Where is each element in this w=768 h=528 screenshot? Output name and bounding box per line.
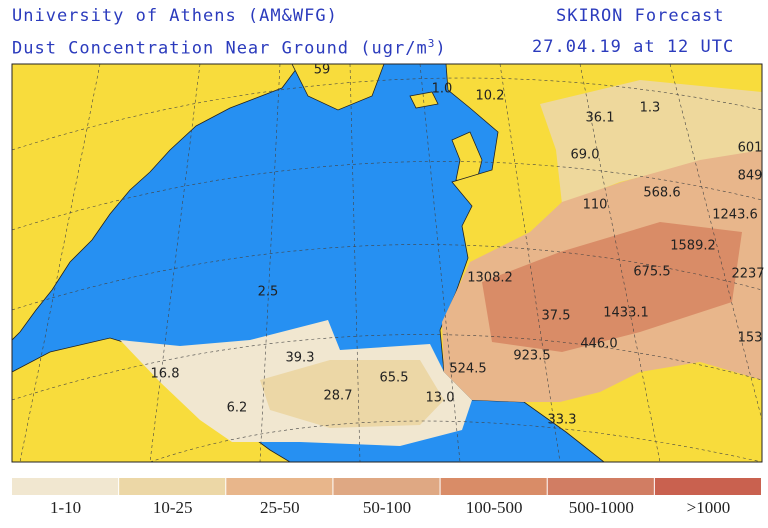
map-label: 13.0 bbox=[426, 391, 455, 406]
map-label: 1243.6 bbox=[712, 208, 758, 223]
legend: 1-10 10-25 25-50 50-100 100-500 500-1000 >1000 bbox=[12, 478, 761, 517]
subtitle-end: ) bbox=[435, 38, 447, 59]
dust-fields bbox=[120, 80, 762, 446]
map bbox=[12, 64, 762, 462]
map-label: 153 bbox=[738, 331, 763, 346]
map-label: 69.0 bbox=[571, 148, 600, 163]
map-label: 28.7 bbox=[324, 389, 353, 404]
graticule bbox=[12, 64, 762, 462]
map-label: 675.5 bbox=[633, 265, 670, 280]
map-label: 1433.1 bbox=[603, 306, 649, 321]
map-label: 39.3 bbox=[286, 351, 315, 366]
map-label: 1589.2 bbox=[670, 239, 716, 254]
north-america bbox=[12, 64, 301, 341]
map-label: 923.5 bbox=[513, 349, 550, 364]
map-label: 1.3 bbox=[640, 101, 661, 116]
legend-label: 1-10 bbox=[50, 498, 81, 517]
dust-core bbox=[482, 222, 742, 352]
greenland bbox=[291, 64, 385, 111]
map-label: 59 bbox=[314, 63, 331, 78]
subtitle-text: Dust Concentration Near Ground (ugr/m bbox=[12, 38, 428, 59]
map-border bbox=[11, 63, 763, 463]
iceland bbox=[409, 91, 439, 109]
superscript: 3 bbox=[427, 37, 436, 50]
map-label: 2.5 bbox=[258, 285, 279, 300]
legend-label: 25-50 bbox=[260, 498, 300, 517]
legend-label: 500-1000 bbox=[569, 498, 634, 517]
legend-swatch bbox=[119, 478, 226, 495]
map-label: 10.2 bbox=[476, 89, 505, 104]
product: SKIRON Forecast bbox=[556, 6, 725, 26]
legend-swatch bbox=[654, 478, 761, 495]
legend-swatch bbox=[226, 478, 333, 495]
map-label: 849 bbox=[738, 169, 763, 184]
subtitle: Dust Concentration Near Ground (ugr/m3) bbox=[12, 37, 447, 59]
map-label: 37.5 bbox=[542, 309, 571, 324]
legend-label: >1000 bbox=[687, 498, 731, 517]
map-labels: 59 1.0 10.2 36.1 1.3 69.0 601 849 110 568.6 1243.6… bbox=[151, 63, 765, 428]
map-label: 568.6 bbox=[643, 186, 680, 201]
map-label: 110 bbox=[583, 198, 608, 213]
map-label: 33.3 bbox=[548, 413, 577, 428]
dust-europe bbox=[540, 80, 762, 204]
map-label: 1.0 bbox=[432, 82, 453, 97]
legend-label: 50-100 bbox=[363, 498, 411, 517]
dust-plume-core bbox=[260, 360, 444, 428]
map-label: 16.8 bbox=[151, 367, 180, 382]
map-label: 601 bbox=[738, 141, 763, 156]
legend-swatch bbox=[547, 478, 654, 495]
map-label: 524.5 bbox=[449, 362, 486, 377]
map-label: 6.2 bbox=[227, 401, 248, 416]
date: 27.04.19 at 12 UTC bbox=[532, 37, 735, 57]
legend-label: 100-500 bbox=[466, 498, 523, 517]
map-label: 446.0 bbox=[580, 337, 617, 352]
legend-label: 10-25 bbox=[153, 498, 193, 517]
map-label: 36.1 bbox=[586, 111, 615, 126]
legend-swatch bbox=[12, 478, 119, 495]
map-label: 1308.2 bbox=[467, 271, 513, 286]
map-label: 2237 bbox=[731, 267, 764, 282]
legend-swatch bbox=[440, 478, 547, 495]
legend-swatch bbox=[333, 478, 440, 495]
institution: University of Athens (AM&WFG) bbox=[12, 6, 338, 26]
map-label: 65.5 bbox=[380, 371, 409, 386]
